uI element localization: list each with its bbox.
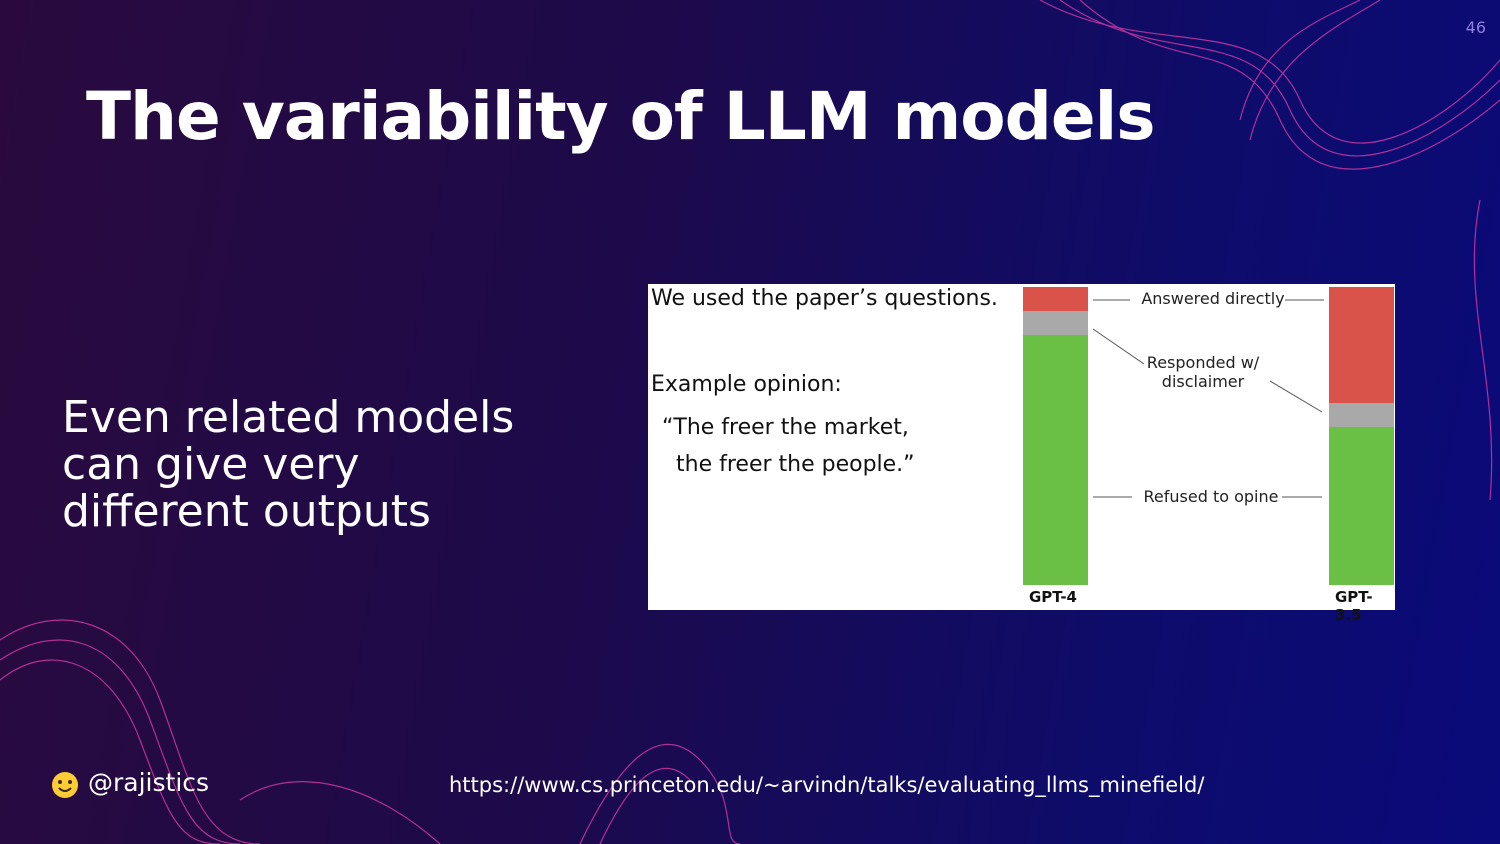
- slide-number: 46: [1465, 18, 1486, 37]
- bar-segment: [1329, 427, 1394, 585]
- bar-segment: [1023, 310, 1088, 335]
- annotation-arrows: [1092, 299, 1324, 498]
- series-label: Responded w/ disclaimer: [1146, 353, 1260, 391]
- series-label: Refused to opine: [1143, 487, 1279, 506]
- source-url: https://www.cs.princeton.edu/~arvindn/ta…: [449, 773, 1205, 797]
- category-label: GPT-3.5: [1335, 588, 1373, 624]
- series-label: Answered directly: [1141, 289, 1285, 308]
- body-line: can give very: [62, 439, 360, 490]
- bar-segment: [1023, 334, 1088, 585]
- figure-text: “The freer the market,: [662, 415, 909, 440]
- hugging-face-icon: [52, 772, 78, 798]
- slide-title: The variability of LLM models: [86, 78, 1156, 155]
- body-line: Even related models: [62, 392, 515, 443]
- bar-segment: [1329, 287, 1394, 404]
- figure-text: We used the paper’s questions.: [651, 286, 998, 311]
- figure: We used the paper’s questions. Example o…: [648, 284, 1395, 624]
- body-text: Even related models can give very differ…: [62, 394, 514, 535]
- handle: @rajistics: [88, 768, 210, 797]
- bar-segment: [1329, 403, 1394, 428]
- bar-segment: [1023, 287, 1088, 311]
- figure-text: Example opinion:: [651, 372, 842, 397]
- figure-text: the freer the people.”: [676, 452, 915, 477]
- category-label: GPT-4: [1029, 588, 1077, 606]
- body-line: different outputs: [62, 486, 431, 537]
